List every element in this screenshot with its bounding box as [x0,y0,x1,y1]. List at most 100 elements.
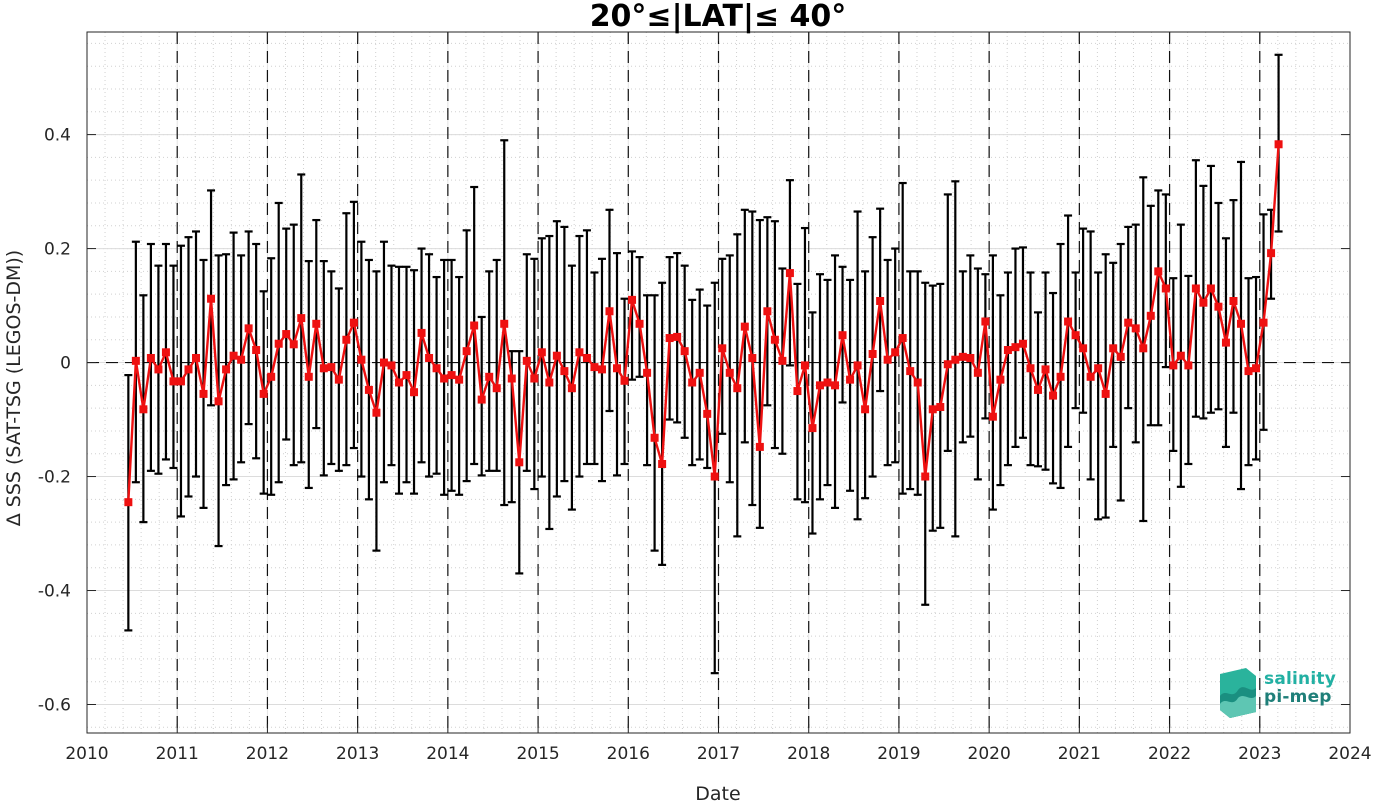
data-point-marker [665,334,674,343]
data-point-marker [169,377,178,386]
data-point-marker [364,385,373,394]
data-point-marker [597,365,606,374]
y-tick-label: 0 [60,354,71,374]
data-point-marker [1146,311,1155,320]
data-point-marker [176,377,185,386]
data-point-marker [485,372,494,381]
data-point-marker [958,352,967,361]
data-point-marker [748,353,757,362]
data-point-marker [1131,324,1140,333]
data-point-marker [515,458,524,467]
data-point-marker [440,374,449,383]
x-tick-label: 2022 [1148,744,1191,764]
data-point-marker [898,334,907,343]
data-point-marker [297,314,306,323]
data-point-marker [620,376,629,385]
data-point-marker [1199,298,1208,307]
data-point-marker [267,372,276,381]
y-axis-ticks: -0.6 -0.4 -0.2 0 0.2 0.4 [38,126,1350,716]
data-point-marker [658,459,667,468]
data-point-marker [943,360,952,369]
data-point-marker [342,335,351,344]
data-point-marker [1169,361,1178,370]
data-point-marker [793,387,802,396]
data-point-marker [861,405,870,414]
data-point-marker [1214,302,1223,311]
data-point-marker [966,353,975,362]
data-point-marker [1049,391,1058,400]
data-point-marker [785,269,794,278]
data-point-marker [567,384,576,393]
data-point-marker [650,433,659,442]
data-point-marker [207,294,216,303]
data-point-marker [334,375,343,384]
data-point-marker [1101,389,1110,398]
data-point-marker [507,374,516,383]
y-tick-label: 0.4 [44,126,71,146]
data-point-marker [815,381,824,390]
data-point-marker [237,355,246,364]
data-point-marker [131,356,140,365]
data-point-marker [853,361,862,370]
data-point-marker [1206,284,1215,293]
data-point-marker [996,375,1005,384]
data-point-marker [921,472,930,481]
data-point-marker [432,364,441,373]
y-tick-label: 0.2 [44,240,71,260]
data-point-marker [244,324,253,333]
y-axis-label: Δ SSS (SAT-TSG (LEGOS-DM)) [3,250,25,526]
data-point-marker [552,351,561,360]
x-tick-label: 2014 [426,744,469,764]
x-tick-label: 2010 [65,744,108,764]
logo-line-1: salinity [1264,669,1336,689]
data-point-marker [282,330,291,339]
data-point-marker [214,397,223,406]
data-point-marker [161,348,170,357]
data-point-marker [402,371,411,380]
data-point-marker [755,442,764,451]
data-point-marker [778,356,787,365]
data-point-marker [417,328,426,337]
data-point-marker [763,307,772,316]
data-point-marker [327,363,336,372]
data-point-marker [1116,352,1125,361]
data-point-marker [477,395,486,404]
data-point-marker [560,367,569,376]
data-point-marker [349,318,358,327]
data-point-marker [470,321,479,330]
data-point-marker [725,368,734,377]
data-point-marker [1267,249,1276,258]
data-point-marker [740,322,749,331]
data-point-marker [891,348,900,357]
data-point-marker [462,347,471,356]
data-point-marker [1244,367,1253,376]
wave-cube-icon [1220,668,1256,718]
y-tick-label: -0.4 [38,582,71,602]
data-point-marker [770,335,779,344]
data-point-marker [1056,372,1065,381]
error-bars [124,53,1283,675]
data-point-marker [1191,284,1200,293]
x-tick-label: 2023 [1238,744,1281,764]
data-point-marker [1154,267,1163,276]
data-point-marker [357,355,366,364]
data-point-marker [590,363,599,372]
x-tick-label: 2017 [697,744,740,764]
data-point-marker [1124,318,1133,327]
data-point-marker [876,297,885,306]
data-point-marker [1236,319,1245,328]
data-point-marker [680,347,689,356]
data-point-marker [259,389,268,398]
data-point-marker [1252,364,1261,373]
data-point-marker [274,339,283,348]
data-point-marker [1109,344,1118,353]
data-point-marker [146,353,155,362]
chart-title: 20°≤|LAT|≤ 40° [590,0,847,34]
data-point-marker [1041,365,1050,374]
data-point-marker [800,361,809,370]
data-point-marker [372,408,381,417]
data-point-marker [184,365,193,374]
data-point-marker [733,384,742,393]
data-point-marker [575,348,584,357]
salinity-pi-mep-logo [1220,668,1256,718]
